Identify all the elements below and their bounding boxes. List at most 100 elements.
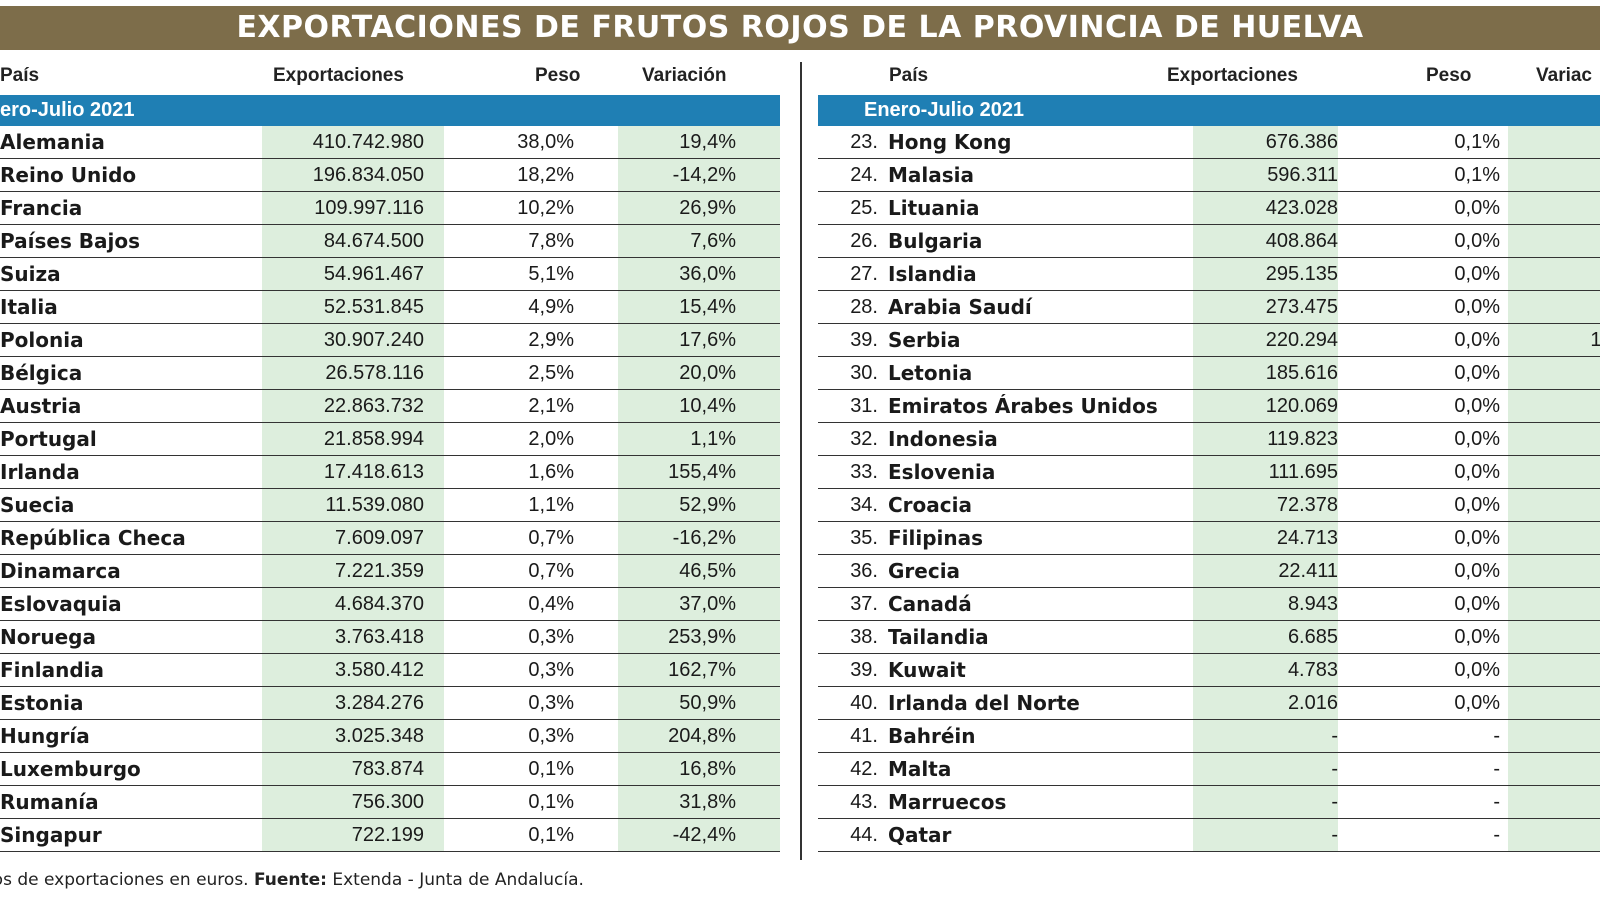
- exportaciones-cell-bg: [262, 588, 444, 620]
- country-cell: Estonia: [0, 691, 84, 715]
- rank-cell: 33.: [850, 461, 878, 483]
- exportaciones-cell-bg: [262, 720, 444, 752]
- variacion-cell-bg: [618, 720, 780, 752]
- variacion-cell-bg: [618, 687, 780, 719]
- exportaciones-cell-bg: [1193, 456, 1338, 488]
- peso-cell: 4,9%: [528, 296, 574, 318]
- variacion-cell: -14,2%: [672, 164, 736, 186]
- country-cell: Hong Kong: [888, 130, 1012, 154]
- peso-cell: 0,3%: [528, 659, 574, 681]
- variacion-cell-bg: [618, 786, 780, 818]
- exportaciones-cell: 6.685: [1287, 626, 1338, 648]
- table-row: Países Bajos 84.674.500 7,8% 7,6%: [0, 225, 780, 258]
- exportaciones-cell-bg: [1193, 621, 1338, 653]
- table-row: Francia 109.997.116 10,2% 26,9%: [0, 192, 780, 225]
- country-cell: Islandia: [888, 262, 977, 286]
- exportaciones-cell: -: [1331, 824, 1338, 846]
- variacion-cell: 37,0%: [679, 593, 736, 615]
- country-cell: Filipinas: [888, 526, 984, 550]
- right-header-row: País Exportaciones Peso Variac: [818, 60, 1600, 92]
- variacion-cell-bg: [618, 588, 780, 620]
- exportaciones-cell: 273.475: [1265, 296, 1338, 318]
- exportaciones-cell-bg: [262, 687, 444, 719]
- variacion-cell: 31,8%: [679, 791, 736, 813]
- exportaciones-cell: -: [1331, 758, 1338, 780]
- country-cell: Arabia Saudí: [888, 295, 1032, 319]
- peso-cell: 0,0%: [1454, 692, 1500, 714]
- rank-cell: 23.: [850, 131, 878, 153]
- rank-cell: 44.: [850, 824, 878, 846]
- country-cell: Serbia: [888, 328, 961, 352]
- peso-cell: 0,0%: [1454, 395, 1500, 417]
- variacion-cell-bg: [618, 456, 780, 488]
- peso-cell: 0,1%: [1454, 164, 1500, 186]
- variacion-cell: 52,9%: [679, 494, 736, 516]
- country-cell: Irlanda del Norte: [888, 691, 1080, 715]
- exportaciones-cell: -: [1331, 791, 1338, 813]
- variacion-cell-bg: [618, 753, 780, 785]
- exportaciones-cell: 24.713: [1276, 527, 1338, 549]
- exportaciones-cell-bg: [1193, 753, 1338, 785]
- period-label: Enero-Julio 2021: [864, 99, 1025, 121]
- country-cell: Marruecos: [888, 790, 1007, 814]
- variacion-cell: 15,4%: [679, 296, 736, 318]
- country-cell: Croacia: [888, 493, 972, 517]
- rank-cell: 27.: [850, 263, 878, 285]
- country-cell: Eslovenia: [888, 460, 996, 484]
- exportaciones-cell-bg: [1193, 423, 1338, 455]
- country-cell: Tailandia: [888, 625, 989, 649]
- variacion-cell-bg: [618, 621, 780, 653]
- exportaciones-cell-bg: [262, 786, 444, 818]
- peso-cell: 0,0%: [1454, 593, 1500, 615]
- exportaciones-cell: 22.411: [1278, 560, 1338, 582]
- table-row: Alemania 410.742.980 38,0% 19,4%: [0, 126, 780, 159]
- peso-cell: 2,1%: [528, 395, 574, 417]
- variacion-cell: 50,9%: [679, 692, 736, 714]
- exportaciones-cell-bg: [1193, 786, 1338, 818]
- exportaciones-cell-bg: [262, 753, 444, 785]
- country-cell: Kuwait: [888, 658, 966, 682]
- exportaciones-cell: 26.578.116: [325, 362, 424, 384]
- exportaciones-cell-bg: [262, 654, 444, 686]
- rank-cell: 30.: [850, 362, 878, 384]
- table-row: Irlanda 17.418.613 1,6% 155,4%: [0, 456, 780, 489]
- peso-cell: 10,2%: [517, 197, 574, 219]
- variacion-cell-bg: [618, 357, 780, 389]
- period-label: ero-Julio 2021: [0, 99, 135, 121]
- country-cell: Polonia: [0, 328, 84, 352]
- left-header-row: País Exportaciones Peso Variación: [0, 60, 780, 92]
- peso-cell: 1,1%: [528, 494, 574, 516]
- table-row: 26. Bulgaria 408.864 0,0%: [818, 225, 1600, 258]
- panel-divider: [800, 62, 802, 860]
- country-cell: Malta: [888, 757, 952, 781]
- header-exportaciones: Exportaciones: [1167, 65, 1298, 86]
- exportaciones-cell: 220.294: [1265, 329, 1338, 351]
- variacion-cell-bg: [1508, 522, 1600, 554]
- footer-source-label: Fuente:: [253, 870, 327, 890]
- table-row: Dinamarca 7.221.359 0,7% 46,5%: [0, 555, 780, 588]
- exportaciones-cell-bg: [1193, 555, 1338, 587]
- peso-cell: -: [1493, 725, 1500, 747]
- exportaciones-cell: 109.997.116: [314, 197, 424, 219]
- exportaciones-cell-bg: [262, 357, 444, 389]
- peso-cell: 0,3%: [528, 626, 574, 648]
- table-row: Polonia 30.907.240 2,9% 17,6%: [0, 324, 780, 357]
- variacion-cell-bg: [1508, 555, 1600, 587]
- exportaciones-cell: 596.311: [1267, 164, 1338, 186]
- peso-cell: -: [1493, 758, 1500, 780]
- exportaciones-cell-bg: [1193, 489, 1338, 521]
- country-cell: Grecia: [888, 559, 961, 583]
- variacion-cell-bg: [618, 819, 780, 851]
- exportaciones-cell-bg: [262, 324, 444, 356]
- exportaciones-cell: 111.695: [1268, 461, 1338, 483]
- variacion-cell: 16,8%: [679, 758, 736, 780]
- variacion-cell-bg: [1508, 621, 1600, 653]
- variacion-cell-bg: [1508, 390, 1600, 422]
- country-cell: Luxemburgo: [0, 757, 141, 781]
- country-cell: Bélgica: [0, 361, 83, 385]
- exportaciones-cell: 3.763.418: [335, 626, 424, 648]
